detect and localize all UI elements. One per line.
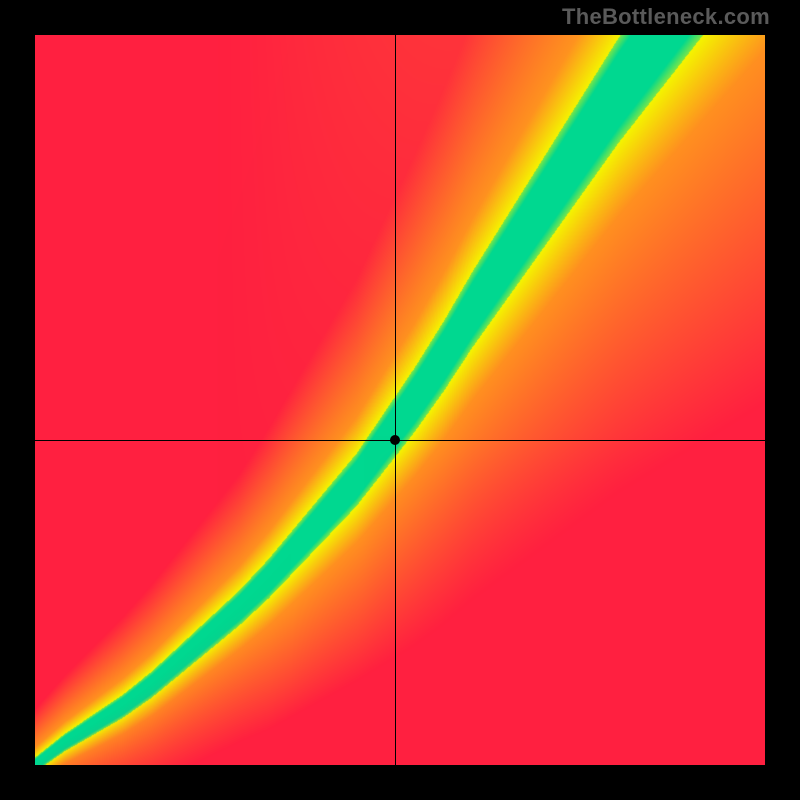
plot-area bbox=[35, 35, 765, 765]
chart-container: TheBottleneck.com bbox=[0, 0, 800, 800]
watermark-text: TheBottleneck.com bbox=[562, 4, 770, 30]
heatmap-canvas bbox=[35, 35, 765, 765]
crosshair-dot bbox=[390, 435, 400, 445]
crosshair-vertical bbox=[395, 35, 396, 765]
crosshair-horizontal bbox=[35, 440, 765, 441]
